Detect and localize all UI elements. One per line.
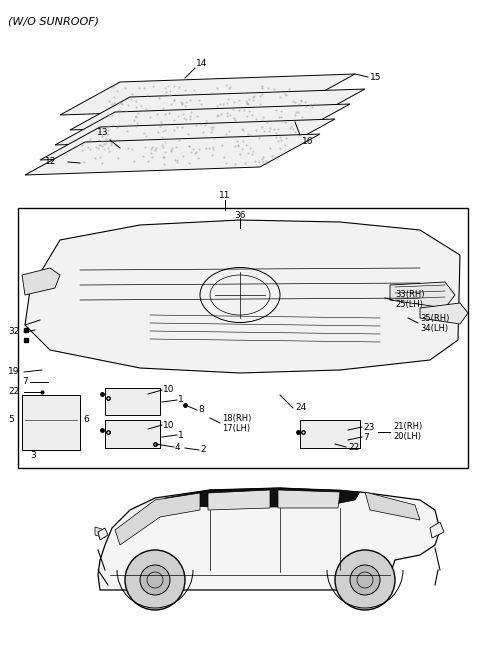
Text: 22: 22	[8, 388, 19, 396]
Text: (W/O SUNROOF): (W/O SUNROOF)	[8, 16, 99, 26]
Text: 18(RH): 18(RH)	[222, 413, 252, 422]
Text: 2: 2	[200, 445, 205, 455]
Polygon shape	[278, 490, 340, 508]
Text: 35(RH): 35(RH)	[420, 314, 449, 323]
Circle shape	[350, 565, 380, 595]
Text: 22: 22	[348, 443, 359, 451]
Text: 13: 13	[97, 128, 108, 137]
Text: 5: 5	[8, 415, 14, 424]
Text: 1: 1	[178, 396, 184, 405]
Text: 6: 6	[83, 415, 89, 424]
Text: 14: 14	[196, 59, 207, 68]
Text: 21(RH): 21(RH)	[393, 422, 422, 432]
Polygon shape	[25, 220, 460, 373]
Polygon shape	[22, 268, 60, 295]
Text: 10: 10	[163, 420, 175, 430]
Circle shape	[125, 550, 185, 610]
Polygon shape	[22, 395, 80, 450]
Polygon shape	[98, 528, 108, 540]
Text: 36: 36	[234, 211, 246, 220]
Text: 12: 12	[45, 157, 56, 167]
Polygon shape	[115, 493, 200, 545]
Text: 32: 32	[8, 327, 19, 337]
Polygon shape	[40, 119, 335, 160]
Text: 19: 19	[8, 367, 20, 377]
Polygon shape	[208, 490, 270, 510]
Text: 15: 15	[370, 73, 382, 81]
Text: 25(LH): 25(LH)	[395, 300, 423, 310]
Text: 23: 23	[363, 422, 374, 432]
Text: 20(LH): 20(LH)	[393, 432, 421, 441]
Text: 16: 16	[302, 137, 313, 146]
Polygon shape	[390, 282, 455, 308]
Polygon shape	[105, 420, 160, 448]
Text: 8: 8	[198, 405, 204, 415]
Text: 7: 7	[363, 432, 369, 441]
Polygon shape	[165, 488, 360, 507]
Polygon shape	[95, 527, 105, 538]
Circle shape	[140, 565, 170, 595]
Text: 7: 7	[22, 377, 28, 386]
Polygon shape	[300, 420, 360, 448]
Polygon shape	[98, 488, 440, 590]
Text: 33(RH): 33(RH)	[395, 291, 424, 300]
Text: 34(LH): 34(LH)	[420, 323, 448, 333]
Polygon shape	[105, 388, 160, 415]
Text: 11: 11	[219, 192, 231, 201]
Polygon shape	[365, 492, 420, 520]
Text: 3: 3	[30, 451, 36, 459]
Polygon shape	[70, 89, 365, 130]
Text: 1: 1	[178, 430, 184, 440]
Polygon shape	[25, 134, 320, 175]
Polygon shape	[60, 74, 355, 115]
Text: 10: 10	[163, 386, 175, 394]
Bar	[18, 208, 468, 468]
Circle shape	[335, 550, 395, 610]
Text: 4: 4	[175, 443, 180, 451]
Polygon shape	[430, 522, 444, 538]
Text: 17(LH): 17(LH)	[222, 424, 250, 432]
Text: 24: 24	[295, 403, 306, 413]
Polygon shape	[55, 104, 350, 145]
Polygon shape	[420, 303, 468, 324]
